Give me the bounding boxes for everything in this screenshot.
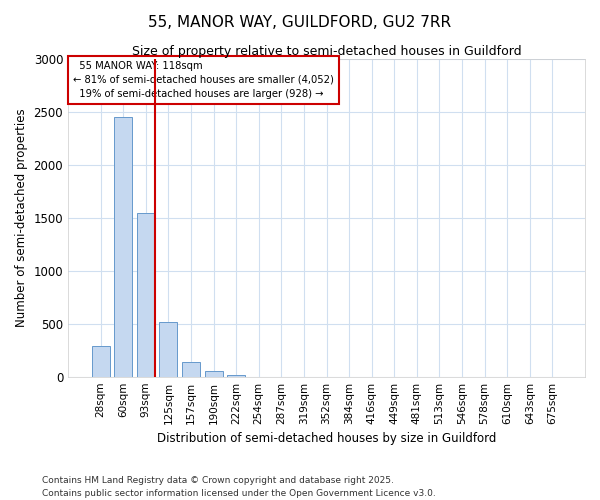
Bar — [227, 374, 245, 376]
Title: Size of property relative to semi-detached houses in Guildford: Size of property relative to semi-detach… — [132, 45, 521, 58]
Bar — [205, 371, 223, 376]
Bar — [114, 118, 132, 376]
Bar — [137, 212, 155, 376]
Y-axis label: Number of semi-detached properties: Number of semi-detached properties — [15, 108, 28, 327]
Bar — [92, 346, 110, 376]
Text: 55 MANOR WAY: 118sqm
← 81% of semi-detached houses are smaller (4,052)
  19% of : 55 MANOR WAY: 118sqm ← 81% of semi-detac… — [73, 61, 334, 99]
X-axis label: Distribution of semi-detached houses by size in Guildford: Distribution of semi-detached houses by … — [157, 432, 496, 445]
Bar — [182, 362, 200, 376]
Bar — [160, 322, 178, 376]
Text: Contains HM Land Registry data © Crown copyright and database right 2025.
Contai: Contains HM Land Registry data © Crown c… — [42, 476, 436, 498]
Text: 55, MANOR WAY, GUILDFORD, GU2 7RR: 55, MANOR WAY, GUILDFORD, GU2 7RR — [148, 15, 452, 30]
